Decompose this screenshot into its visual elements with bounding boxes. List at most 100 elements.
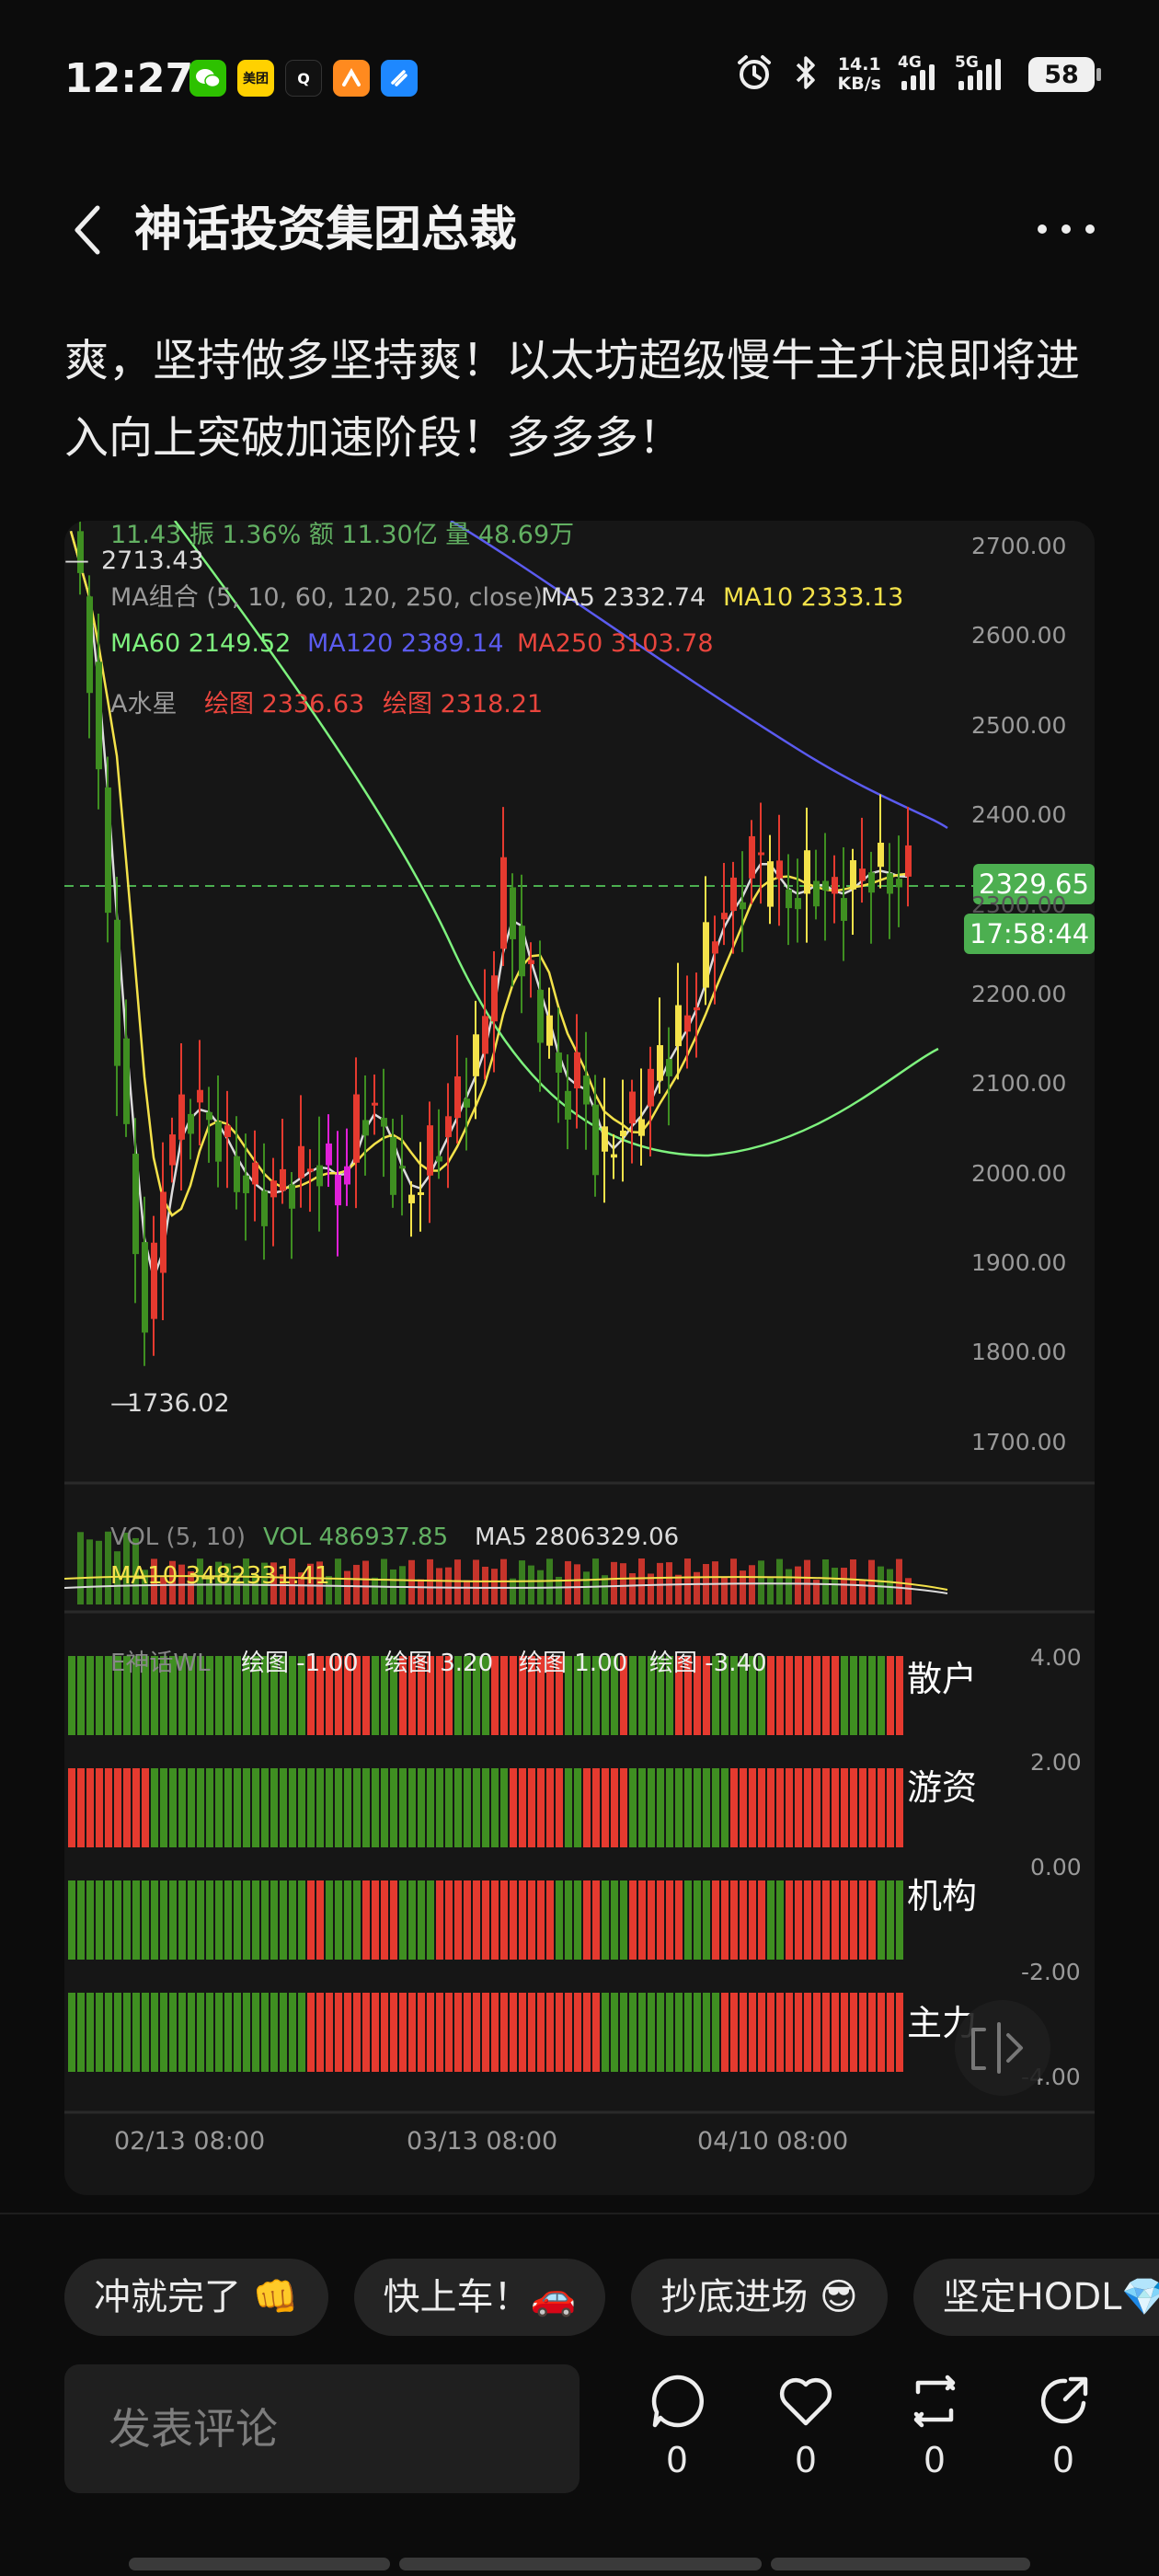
wl-cell <box>730 1880 738 1960</box>
chip-reaction[interactable]: 冲就完了 👊 <box>64 2259 328 2336</box>
wl-cell <box>841 1768 848 1847</box>
wl-cell <box>712 1768 719 1847</box>
x-axis-label: 03/13 08:00 <box>407 2127 557 2156</box>
volume-bar <box>694 1571 700 1604</box>
wl-cell <box>114 1656 121 1735</box>
volume-bar <box>841 1568 847 1604</box>
wl-plot3: 绘图 1.00 <box>519 1650 627 1677</box>
wl-cell <box>151 1880 158 1960</box>
x-axis-label: 02/13 08:00 <box>114 2127 265 2156</box>
wl-cell <box>252 1880 259 1960</box>
back-icon[interactable] <box>64 202 110 258</box>
candle-body <box>712 941 718 954</box>
wl-cell <box>740 1880 747 1960</box>
wl-cell <box>418 1656 425 1735</box>
wl-cell <box>280 1656 287 1735</box>
wl-cell <box>896 1656 903 1735</box>
candle-body <box>629 1091 636 1124</box>
wl-cell <box>657 1768 664 1847</box>
wl-cell <box>537 1768 545 1847</box>
wl-cell <box>316 1768 324 1847</box>
wl-cell <box>316 1993 324 2072</box>
vol-ma10-line <box>64 1575 948 1591</box>
current-price: 2329.65 <box>979 868 1089 900</box>
candle-body <box>657 1045 663 1081</box>
volume-bar <box>96 1540 102 1604</box>
wl-cell <box>436 1656 443 1735</box>
candle-body <box>197 1089 203 1103</box>
candle-body <box>896 879 902 888</box>
volume-bar <box>252 1573 258 1604</box>
wl-cell <box>86 1656 94 1735</box>
comment-input[interactable]: 发表评论 <box>64 2364 580 2493</box>
candle-body <box>556 1052 562 1073</box>
volume-bar <box>611 1561 617 1604</box>
candle-body <box>749 835 755 879</box>
wl-cell <box>326 1768 333 1847</box>
wl-cell <box>142 1768 149 1847</box>
wl-cell <box>583 1880 591 1960</box>
wl-cell <box>344 1880 351 1960</box>
chip-reaction[interactable]: 坚定HODL💎 <box>912 2259 1159 2336</box>
wl-cell <box>620 1880 627 1960</box>
candle-body <box>243 1175 249 1193</box>
repost-button[interactable]: 0 <box>898 2372 971 2491</box>
wl-cell <box>316 1656 324 1735</box>
wl-cell <box>887 1768 894 1847</box>
candle-body <box>224 1125 231 1137</box>
volume-bar <box>620 1563 626 1604</box>
wl-cell <box>657 1880 664 1960</box>
wl-cell <box>749 1993 756 2072</box>
floating-exit-icon[interactable] <box>955 2000 1050 2096</box>
wl-cell <box>795 1993 802 2072</box>
like-button[interactable]: 0 <box>769 2372 843 2491</box>
wl-cell <box>280 1993 287 2072</box>
wl-cell <box>178 1768 186 1847</box>
wl-cell <box>519 1880 526 1960</box>
wl-cell <box>390 1768 397 1847</box>
volume-bar <box>261 1562 268 1604</box>
candle-body <box>528 960 534 965</box>
wl-cell <box>878 1880 885 1960</box>
more-icon[interactable] <box>1038 224 1095 234</box>
reaction-chips: 冲就完了 👊 快上车！🚗 抄底进场 😎 坚定HODL💎 <box>64 2259 1159 2336</box>
wl-cell <box>776 1993 784 2072</box>
wl-cell <box>868 1656 876 1735</box>
volume-bar <box>188 1570 194 1604</box>
chip-reaction[interactable]: 快上车！🚗 <box>353 2259 606 2336</box>
wl-cell <box>804 1993 811 2072</box>
share-button[interactable]: 0 <box>1027 2372 1100 2491</box>
volume-bar <box>565 1560 571 1604</box>
wl-cell <box>666 1768 673 1847</box>
chip-reaction[interactable]: 抄底进场 😎 <box>631 2259 888 2336</box>
wl-cell <box>482 1656 489 1735</box>
wl-cell <box>86 1768 94 1847</box>
wl-cell <box>151 1768 158 1847</box>
wl-cell <box>813 1880 820 1960</box>
candle-body <box>105 787 111 914</box>
wl-cell <box>280 1880 287 1960</box>
wl-cell <box>390 1993 397 2072</box>
like-icon <box>779 2377 832 2426</box>
chart-image[interactable]: 11.43 振 1.36% 额 11.30亿 量 48.69万 — 2713.4… <box>64 521 1095 2195</box>
comment-icon <box>651 2375 704 2428</box>
wl-cell <box>592 1768 600 1847</box>
volume-bar <box>289 1558 295 1604</box>
wl-cell <box>372 1768 379 1847</box>
wl-tick: -2.00 <box>1021 1959 1081 1985</box>
comment-button[interactable]: 0 <box>640 2372 714 2491</box>
wl-cell <box>316 1880 324 1960</box>
wl-cell <box>611 1656 618 1735</box>
candle-body <box>445 1116 452 1137</box>
candle-body <box>123 1038 130 1124</box>
candle-body <box>307 1168 314 1172</box>
wl-cell <box>896 1880 903 1960</box>
wl-cell <box>224 1880 232 1960</box>
volume-bar <box>445 1567 452 1604</box>
wl-cell <box>197 1880 204 1960</box>
wl-cell <box>657 1656 664 1735</box>
wl-row-label-retail: 散户 <box>907 1659 977 1699</box>
candle-body <box>822 880 829 891</box>
volume-bar <box>776 1558 783 1604</box>
wl-cell <box>491 1993 499 2072</box>
